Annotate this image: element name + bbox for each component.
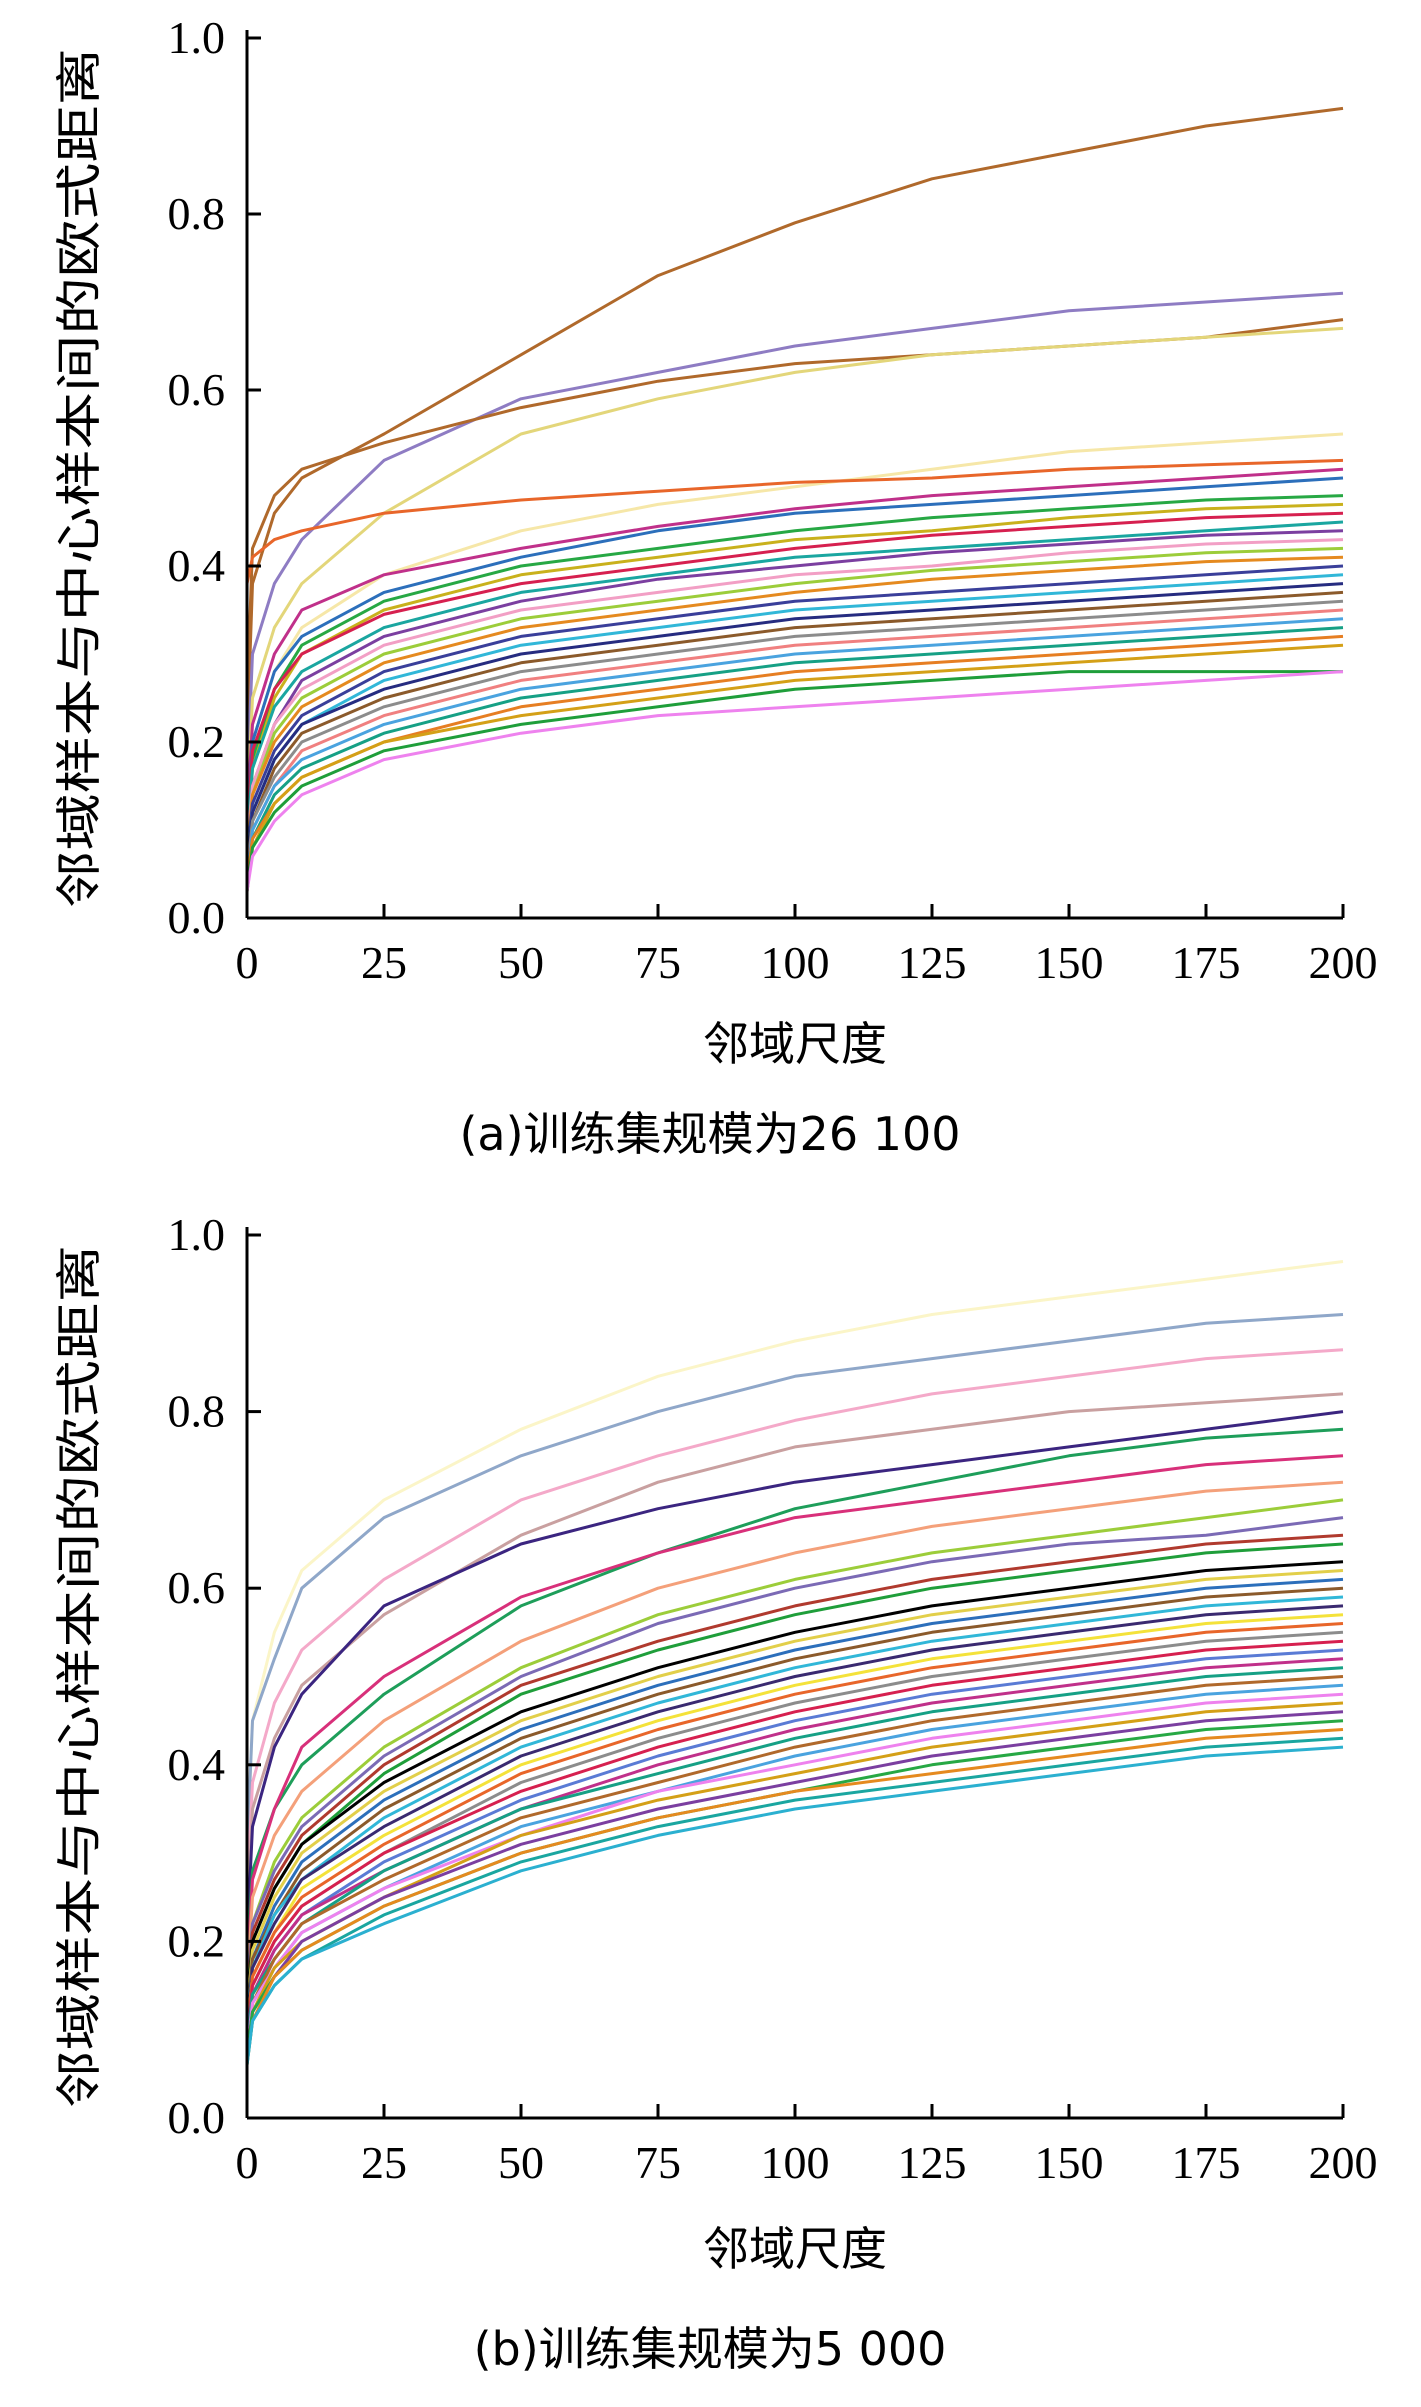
series-line: [245, 670, 1343, 892]
series-line: [245, 1719, 1344, 2057]
series-line: [245, 458, 1344, 584]
figure-caption: (b)训练集规模为5 000: [474, 2322, 947, 2376]
y-tick-label: 0.2: [168, 1915, 226, 1966]
series-line: [245, 608, 1344, 875]
series-line: [245, 1348, 1344, 1898]
x-tick-label: 25: [361, 937, 407, 988]
series-line: [245, 546, 1344, 866]
series-line: [245, 1604, 1344, 2030]
x-tick-label: 50: [498, 937, 544, 988]
series-line: [245, 520, 1344, 839]
x-tick-label: 175: [1172, 937, 1241, 988]
x-tick-label: 100: [761, 937, 830, 988]
x-tick-label: 125: [898, 937, 967, 988]
series-line: [245, 1480, 1344, 1986]
x-tick-label: 75: [635, 2137, 681, 2188]
series-line: [245, 467, 1344, 813]
series-line: [245, 1454, 1344, 1977]
y-tick-label: 1.0: [168, 12, 226, 63]
series-line: [245, 1639, 1344, 2039]
series-line: [245, 599, 1344, 875]
x-axis-title: 邻域尺度: [703, 1017, 887, 1071]
series-line: [245, 670, 1344, 892]
series-line: [245, 476, 1344, 831]
series-line: [245, 1410, 1344, 1942]
y-tick-label: 0.2: [168, 716, 226, 767]
series-line: [245, 1595, 1344, 2022]
series-line: [245, 1313, 1344, 1854]
y-axis-title: 邻域样本与中心样本间的欧式距离: [52, 48, 106, 908]
x-tick-label: 175: [1172, 2137, 1241, 2188]
series-line: [245, 582, 1344, 866]
y-axis-title: 邻域样本与中心样本间的欧式距离: [52, 1245, 106, 2108]
y-tick-label: 0.4: [168, 540, 226, 591]
series-line: [245, 511, 1344, 831]
series-line: [245, 538, 1344, 848]
y-tick-label: 0.8: [168, 188, 226, 239]
y-tick-label: 0.0: [168, 892, 226, 943]
x-tick-label: 25: [361, 2137, 407, 2188]
series-line: [245, 326, 1344, 813]
series-line: [245, 1533, 1344, 2004]
series-line: [245, 1577, 1344, 2022]
x-tick-label: 200: [1309, 937, 1378, 988]
figure-caption: (a)训练集规模为26 100: [459, 1107, 960, 1161]
series-line: [245, 432, 1344, 831]
series-line: [245, 555, 1344, 857]
series-line: [245, 1516, 1344, 1995]
series-line: [245, 1701, 1344, 2057]
series-line: [245, 564, 1344, 857]
series-line: [245, 1569, 1344, 2013]
y-tick-label: 0.6: [168, 1562, 226, 1613]
x-tick-label: 100: [761, 2137, 830, 2188]
y-tick-label: 0.6: [168, 364, 226, 415]
series-line: [245, 1657, 1344, 2048]
series-line: [245, 643, 1344, 892]
y-tick-label: 0.0: [168, 2092, 226, 2143]
x-tick-label: 50: [498, 2137, 544, 2188]
x-tick-label: 200: [1309, 2137, 1378, 2188]
x-tick-label: 0: [236, 2137, 259, 2188]
series-line: [245, 291, 1344, 787]
x-axis-title: 邻域尺度: [703, 2222, 887, 2276]
x-tick-label: 150: [1035, 2137, 1104, 2188]
x-tick-label: 0: [236, 937, 259, 988]
series-line: [245, 590, 1344, 875]
series-line: [245, 1675, 1344, 2048]
x-tick-label: 150: [1035, 937, 1104, 988]
series-line: [245, 1622, 1344, 2030]
series-line: [245, 1728, 1344, 2066]
y-tick-label: 0.8: [168, 1386, 226, 1437]
series-line: [245, 106, 1344, 743]
x-tick-label: 75: [635, 937, 681, 988]
series-line: [245, 1745, 1344, 2066]
series-line: [245, 1392, 1344, 1924]
chart-panel-a: 0.0 0.2 0.4 0.6 0.8 1.0 0 25 50 75 100 125 150 175 200…: [52, 12, 1378, 1161]
series-line: [245, 617, 1344, 883]
series-line: [245, 529, 1344, 857]
series-line: [245, 1560, 1344, 2013]
chart-panel-b: 0.0 0.2 0.4 0.6 0.8 1.0 0 25 50 75 100 125 150 175 200…: [52, 1209, 1378, 2376]
series-line: [245, 1648, 1344, 2039]
x-tick-label: 125: [898, 2137, 967, 2188]
y-tick-label: 1.0: [168, 1209, 226, 1260]
series-line: [245, 1260, 1344, 1854]
series-line: [245, 626, 1344, 883]
series-line: [245, 502, 1344, 848]
y-tick-label: 0.4: [168, 1739, 226, 1790]
series-line: [245, 1498, 1344, 1995]
